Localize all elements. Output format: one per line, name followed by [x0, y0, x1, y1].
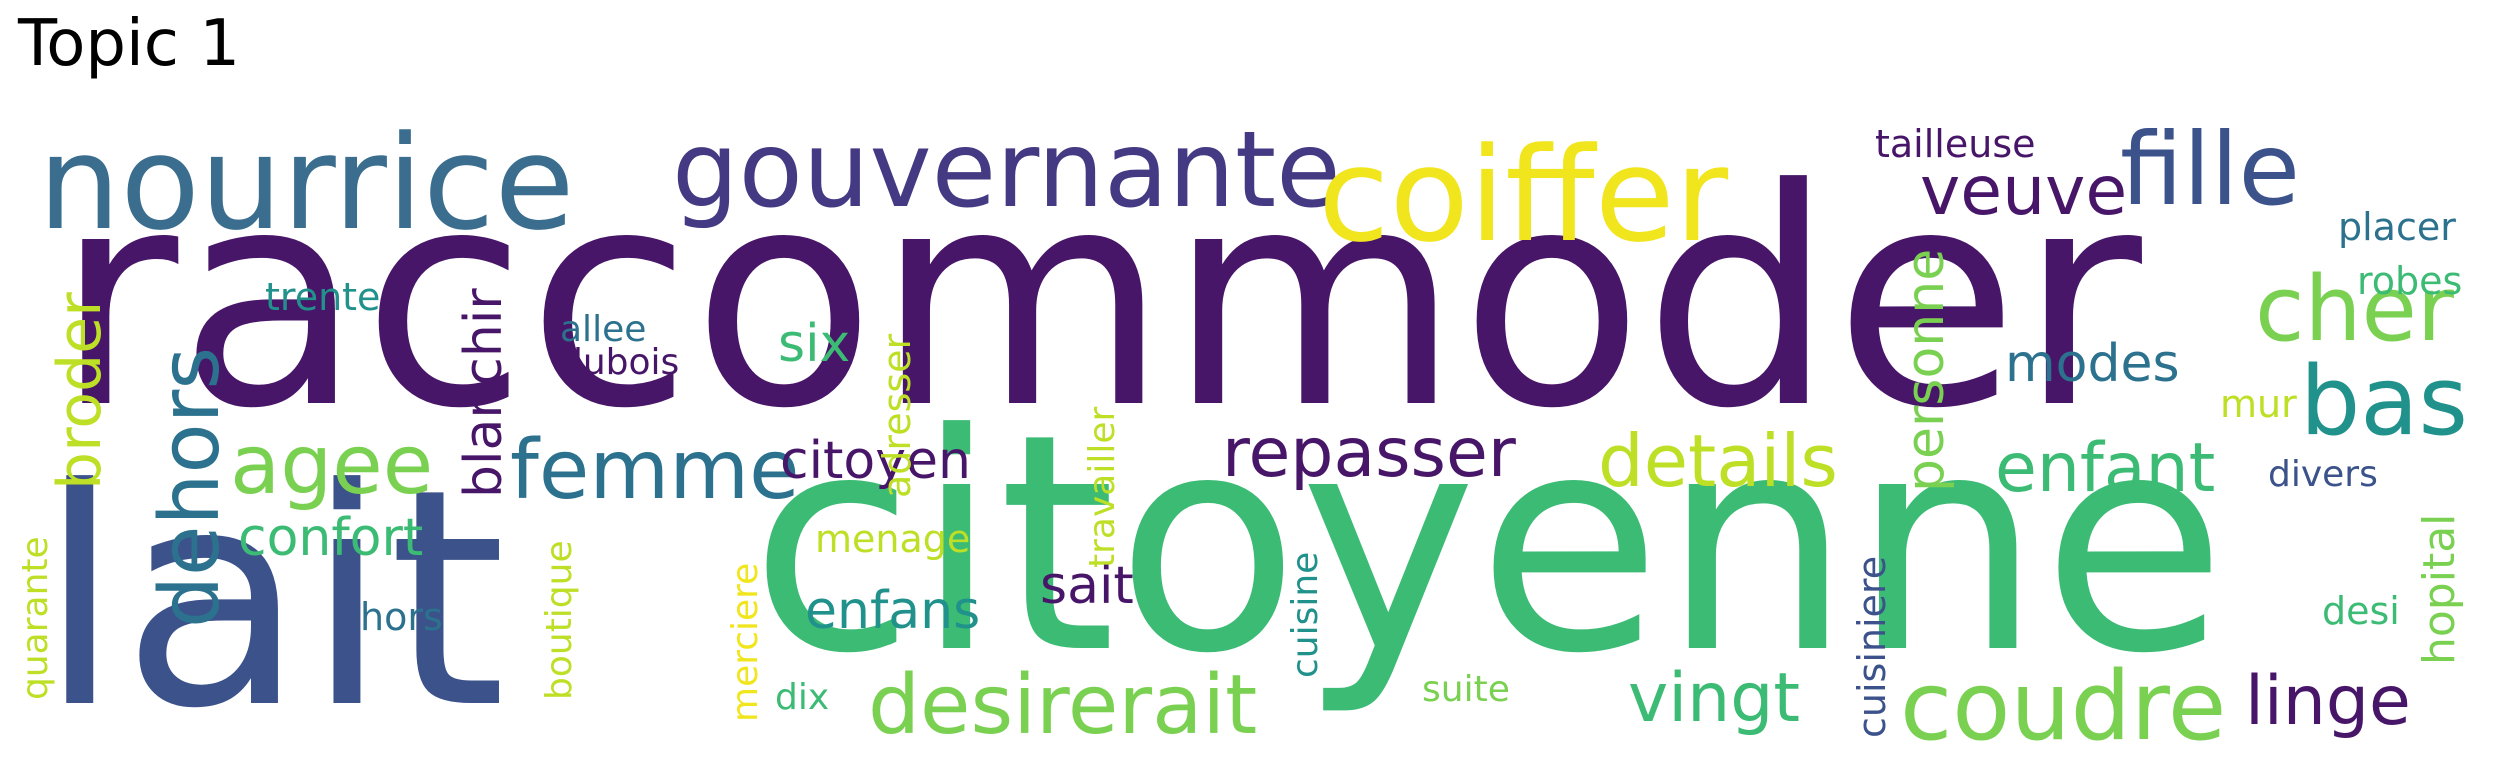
- word-dehors: dehors: [143, 346, 238, 628]
- word-trente: trente: [265, 275, 381, 319]
- word-travailler: travailler: [1082, 406, 1123, 568]
- word-coiffer: coiffer: [1318, 119, 1729, 271]
- chart-title: Topic 1: [18, 7, 241, 81]
- word-details: details: [1598, 419, 1838, 503]
- word-confort: confort: [238, 508, 424, 568]
- word-mur: mur: [2220, 382, 2297, 426]
- word-nourrice: nourrice: [38, 107, 575, 259]
- word-cuisiniere: cuisiniere: [1850, 555, 1894, 738]
- word-robes: robes: [2357, 259, 2463, 303]
- word-repasser: repasser: [1222, 414, 1516, 493]
- word-dix: dix: [775, 677, 830, 718]
- word-cuisine: cuisine: [1285, 551, 1326, 678]
- word-desi: desi: [2322, 589, 2400, 633]
- word-quarante: quarante: [15, 536, 56, 700]
- word-veuve: veuve: [1920, 152, 2128, 231]
- word-six: six: [778, 314, 851, 374]
- word-hopital: hopital: [2414, 513, 2465, 665]
- word-desirerait: desirerait: [868, 658, 1258, 753]
- word-dubois: dubois: [560, 342, 680, 383]
- word-tailleuse: tailleuse: [1875, 122, 2036, 166]
- word-adresser: adresser: [875, 333, 919, 498]
- word-boutique: boutique: [539, 540, 580, 700]
- word-linge: linge: [2245, 662, 2411, 741]
- word-divers: divers: [2268, 454, 2378, 495]
- word-lait: lait: [38, 425, 507, 774]
- word-citoyen: citoyen: [780, 431, 971, 491]
- word-blanchir: blanchir: [454, 288, 514, 498]
- word-merciere: merciere: [725, 562, 766, 722]
- word-raccommoder: raccommoder: [55, 125, 2142, 474]
- word-cher: cher: [2255, 257, 2454, 362]
- word-suite: suite: [1422, 669, 1510, 710]
- word-vingt: vingt: [1628, 659, 1801, 738]
- word-personne: personne: [1896, 248, 1956, 492]
- word-citoyenne: citoyenne: [750, 370, 2227, 719]
- word-agee: agee: [230, 418, 434, 513]
- word-menage: menage: [815, 517, 971, 561]
- word-placer: placer: [2338, 205, 2456, 249]
- word-enfans: enfans: [805, 581, 981, 641]
- word-modes: modes: [2005, 334, 2180, 394]
- word-gouvernante: gouvernante: [672, 109, 1341, 231]
- word-coudre: coudre: [1900, 652, 2227, 762]
- word-allee: allee: [560, 309, 647, 350]
- word-femme: femme: [510, 423, 800, 518]
- word-hors: hors: [360, 595, 443, 639]
- word-sait: sait: [1040, 556, 1134, 616]
- word-enfant: enfant: [1995, 429, 2216, 508]
- word-broder: broder: [45, 292, 115, 490]
- word-fille: fille: [2120, 111, 2301, 228]
- word-bas: bas: [2300, 347, 2469, 457]
